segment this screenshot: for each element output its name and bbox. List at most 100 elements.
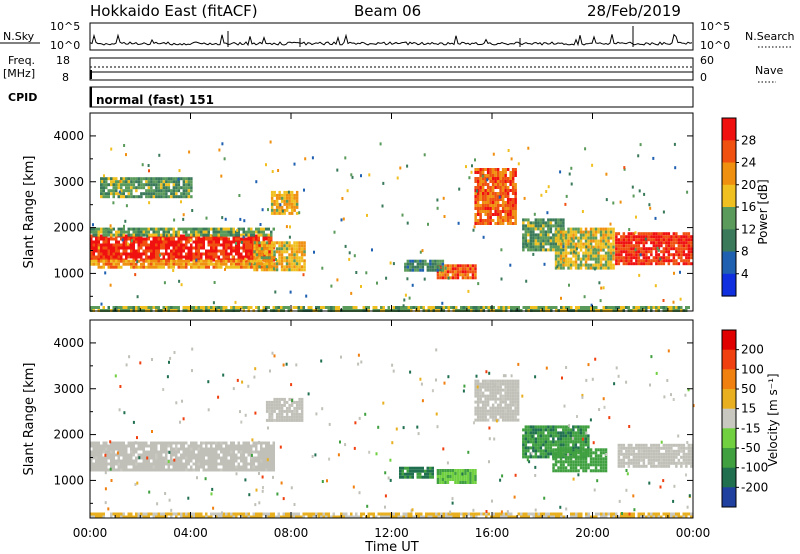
data-cell <box>95 240 98 244</box>
data-cell <box>182 177 186 181</box>
data-cell <box>150 444 153 448</box>
data-cell <box>506 189 510 192</box>
data-cell <box>635 235 638 239</box>
data-cell <box>516 418 520 422</box>
data-cell <box>205 462 208 466</box>
data-cell <box>524 446 528 450</box>
data-cell <box>484 180 487 183</box>
data-cell <box>165 227 168 231</box>
data-cell <box>132 177 136 181</box>
data-cell <box>247 306 250 309</box>
data-cell <box>652 247 656 251</box>
data-cell <box>604 227 608 231</box>
data-cell <box>110 265 113 269</box>
data-cell <box>535 306 538 309</box>
data-cell <box>260 253 264 257</box>
data-cell <box>650 235 653 239</box>
data-cell <box>562 437 565 441</box>
data-cell <box>474 216 477 219</box>
data-cell <box>280 241 284 245</box>
data-cell <box>589 469 593 473</box>
data-cell <box>105 180 108 184</box>
data-cell <box>280 406 284 410</box>
data-cell <box>474 379 477 383</box>
data-cell <box>142 186 146 190</box>
data-cell <box>260 244 264 248</box>
data-cell <box>102 243 105 247</box>
data-cell <box>562 263 565 267</box>
data-cell <box>140 306 143 309</box>
data-cell <box>120 252 123 256</box>
data-cell <box>120 459 123 463</box>
data-cell <box>650 262 653 266</box>
data-cell <box>180 453 183 457</box>
data-cell <box>278 403 281 407</box>
data-cell <box>506 406 510 410</box>
data-cell <box>275 403 279 407</box>
data-cell <box>599 239 603 243</box>
data-cell <box>135 265 138 269</box>
data-cell <box>267 227 270 231</box>
scatter-cell <box>507 149 510 152</box>
data-cell <box>602 230 605 234</box>
data-cell <box>559 242 563 246</box>
data-cell <box>212 249 215 253</box>
data-cell <box>172 465 175 469</box>
data-cell <box>584 440 588 444</box>
data-cell <box>270 418 274 422</box>
data-cell <box>130 246 133 250</box>
data-cell <box>255 250 259 254</box>
data-cell <box>474 186 477 189</box>
data-cell <box>406 259 410 263</box>
data-cell <box>471 478 475 481</box>
data-cell <box>416 268 420 272</box>
data-cell <box>220 462 223 466</box>
data-cell <box>237 249 240 253</box>
data-cell <box>100 265 103 269</box>
data-cell <box>459 469 462 472</box>
data-cell <box>247 246 250 250</box>
data-cell <box>474 177 477 180</box>
data-cell <box>107 230 110 234</box>
data-cell <box>225 468 228 472</box>
data-cell <box>157 246 160 250</box>
data-cell <box>607 248 610 252</box>
data-cell <box>155 441 158 445</box>
data-cell <box>429 268 432 272</box>
data-cell <box>232 230 235 234</box>
scatter-cell <box>590 303 593 307</box>
data-cell <box>268 247 271 251</box>
data-cell <box>625 241 628 245</box>
data-cell <box>175 262 178 266</box>
data-cell <box>167 259 170 263</box>
data-cell <box>607 245 610 249</box>
data-cell <box>625 461 628 465</box>
data-cell <box>330 306 333 309</box>
data-cell <box>152 441 155 445</box>
data-cell <box>484 213 487 216</box>
scatter-cell <box>473 225 476 229</box>
data-cell <box>288 259 291 263</box>
data-cell <box>574 257 578 261</box>
data-cell <box>300 400 304 404</box>
data-cell <box>235 306 238 309</box>
data-cell <box>559 434 563 438</box>
scatter-cell <box>639 253 642 257</box>
data-cell <box>504 388 507 392</box>
scatter-cell <box>275 258 277 261</box>
data-cell <box>160 180 163 184</box>
data-cell <box>237 456 240 460</box>
data-cell <box>559 266 563 270</box>
data-cell <box>549 218 553 222</box>
data-cell <box>250 459 253 463</box>
data-cell <box>509 219 512 222</box>
data-cell <box>105 447 108 451</box>
data-cell <box>602 460 605 464</box>
data-cell <box>207 306 210 309</box>
data-cell <box>501 174 505 177</box>
data-cell <box>132 237 135 241</box>
data-cell <box>476 177 480 180</box>
data-cell <box>630 244 633 248</box>
data-cell <box>516 403 520 407</box>
power-y-label: Slant Range [km] <box>22 156 37 269</box>
